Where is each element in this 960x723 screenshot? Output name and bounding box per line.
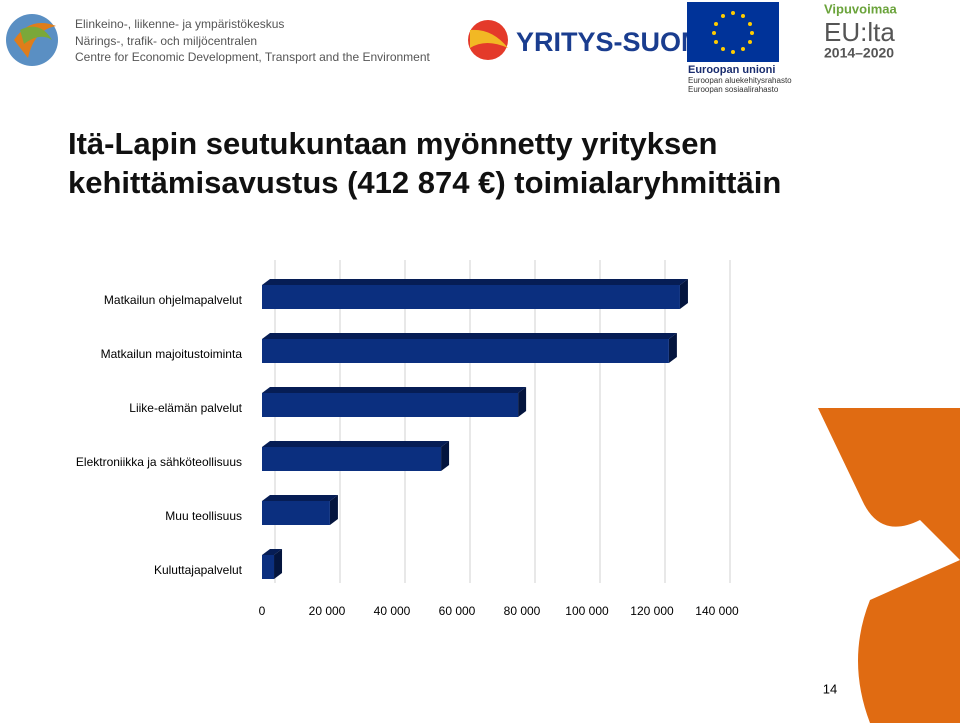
x-tick-label: 40 000	[374, 604, 411, 618]
x-tick-label: 60 000	[439, 604, 476, 618]
eu-text: Euroopan aluekehitysrahasto	[688, 76, 792, 85]
y-tick-label: Liike-elämän palvelut	[129, 401, 242, 415]
y-tick-label: Matkailun ohjelmapalvelut	[104, 293, 243, 307]
yritys-logo	[470, 29, 508, 48]
x-tick-label: 20 000	[309, 604, 346, 618]
bar-side	[274, 549, 283, 579]
bar-top	[262, 549, 283, 555]
bar	[262, 339, 669, 363]
eu-text: Euroopan unioni	[688, 64, 775, 76]
x-tick-label: 120 000	[630, 604, 674, 618]
bar-side	[329, 495, 338, 525]
vipu-text: EU:lta	[824, 17, 895, 47]
bar	[262, 393, 519, 417]
bar	[262, 501, 330, 525]
y-tick-label: Elektroniikka ja sähköteollisuus	[76, 455, 242, 469]
bar-side	[441, 441, 450, 471]
x-tick-label: 140 000	[695, 604, 739, 618]
bar-top	[262, 333, 677, 339]
ely-text: Närings-, trafik- och miljöcentralen	[75, 34, 257, 48]
bar-top	[262, 441, 450, 447]
bar-top	[262, 387, 527, 393]
bar-side	[679, 279, 688, 309]
decor-shape	[818, 408, 960, 723]
chart-title: Itä-Lapin seutukuntaan myönnetty yrityks…	[68, 126, 782, 200]
ely-text: Centre for Economic Development, Transpo…	[75, 50, 431, 64]
y-tick-label: Muu teollisuus	[165, 509, 242, 523]
y-tick-label: Matkailun majoitustoiminta	[101, 347, 243, 361]
bar-side	[668, 333, 677, 363]
bar	[262, 555, 275, 579]
x-tick-label: 80 000	[504, 604, 541, 618]
bar-side	[518, 387, 527, 417]
bar-top	[262, 279, 688, 285]
page-number: 14	[823, 681, 837, 696]
x-tick-label: 100 000	[565, 604, 609, 618]
vipu-text: Vipuvoimaa	[824, 1, 898, 16]
ely-text: Elinkeino-, liikenne- ja ympäristökeskus	[75, 17, 284, 31]
bar-top	[262, 495, 338, 501]
eu-stars	[712, 11, 754, 54]
bar	[262, 285, 680, 309]
ely-logo-swirl	[20, 26, 52, 44]
yritys-text: YRITYS-SUOMI	[516, 27, 711, 57]
y-tick-label: Kuluttajapalvelut	[154, 563, 243, 577]
bar	[262, 447, 442, 471]
x-tick-label: 0	[259, 604, 266, 618]
vipu-text: 2014–2020	[824, 45, 894, 61]
eu-text: Euroopan sosiaalirahasto	[688, 85, 779, 94]
